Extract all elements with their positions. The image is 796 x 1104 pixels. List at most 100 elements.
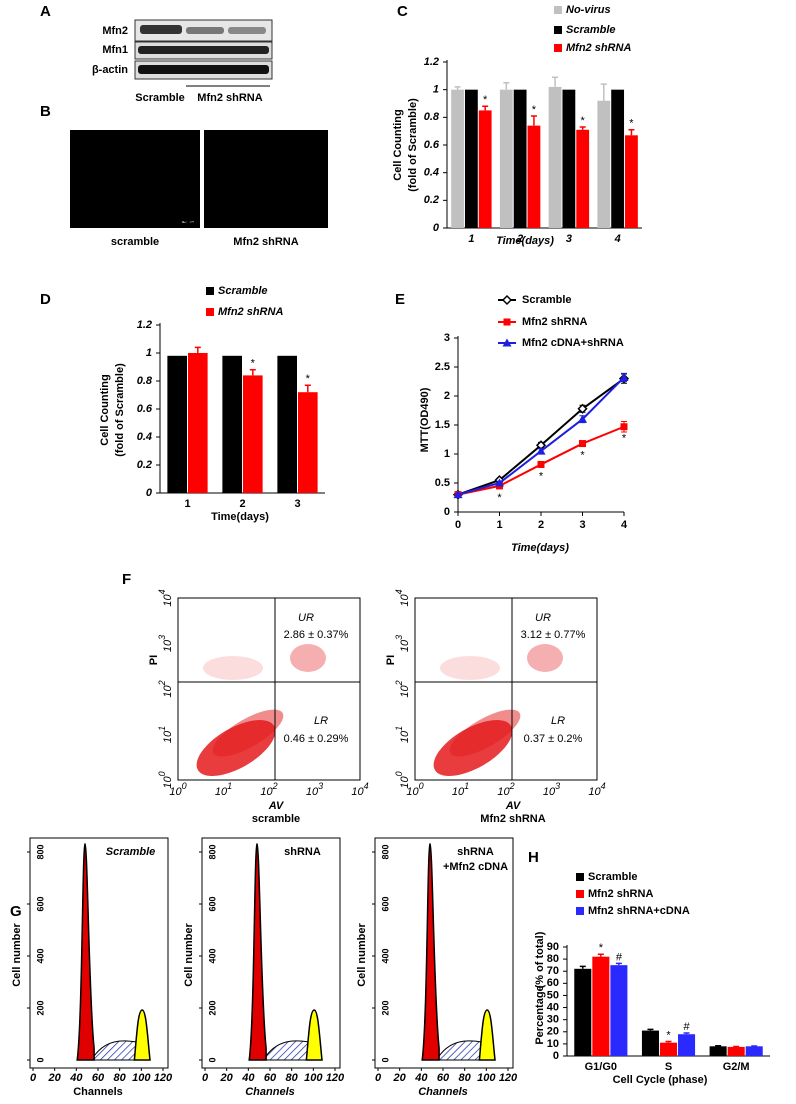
tick-base: 10 [260, 786, 273, 798]
quadrant-value: 0.46 ± 0.29% [284, 733, 349, 745]
tick-exponent: 3 [318, 781, 323, 791]
y-tick-label: 0.4 [424, 167, 439, 179]
legend-swatch [576, 890, 584, 898]
legend-label: Scramble [566, 24, 616, 36]
tick-exponent: 4 [157, 589, 167, 594]
y-axis-label: Cell number [11, 923, 23, 987]
x-tick-label: 104 [588, 781, 605, 798]
quadrant-label: LR [551, 715, 565, 727]
blot-row-label: β-actin [92, 64, 128, 76]
x-tick-label: 40 [414, 1072, 428, 1084]
y-tick-label: 0 [146, 487, 153, 499]
x-tick-label: 120 [499, 1072, 518, 1084]
bar [277, 355, 297, 493]
tick-base: 10 [588, 786, 601, 798]
y-tick-label: 2.5 [435, 361, 450, 373]
tick-exponent: 1 [394, 726, 404, 731]
bar [727, 1046, 745, 1056]
y-tick-label: 102 [394, 680, 411, 697]
y-tick-label: 0 [444, 506, 450, 518]
blot-row-label: Mfn1 [102, 44, 128, 56]
legend-swatch [206, 287, 214, 295]
x-tick-label: 103 [543, 781, 560, 798]
tick-base: 10 [399, 730, 411, 743]
bar [548, 86, 562, 229]
y-tick-label: 0.8 [137, 375, 153, 387]
plot-caption: Mfn2 shRNA [480, 813, 545, 825]
x-tick-label: 2 [239, 498, 245, 510]
legend-label: No-virus [566, 4, 611, 16]
quadrant-label: UR [298, 612, 314, 624]
y-axis-label: PI [385, 655, 397, 665]
error-bar [683, 1032, 690, 1035]
tick-exponent: 1 [157, 726, 167, 731]
legend-swatch [554, 26, 562, 34]
legend-marker [503, 318, 511, 326]
error-bar [600, 83, 607, 101]
x-tick-label: 2 [538, 519, 544, 531]
tick-exponent: 4 [364, 781, 369, 791]
panel-letter: D [40, 291, 51, 308]
tick-base: 10 [162, 594, 174, 607]
legend-label: Mfn2 shRNA [566, 42, 631, 54]
legend-swatch [206, 308, 214, 316]
y-tick-label: 103 [394, 635, 411, 652]
x-tick-label: 0 [455, 519, 461, 531]
error-bar [579, 126, 586, 130]
error-bar [530, 115, 537, 126]
significance-mark: * [581, 115, 586, 127]
x-tick-label: 0 [202, 1072, 209, 1084]
error-bar [249, 369, 256, 376]
point [578, 414, 587, 423]
x-axis-label: Time(days) [496, 235, 554, 247]
legend-label: Mfn2 shRNA+cDNA [588, 905, 690, 917]
legend-swatch [554, 6, 562, 14]
g1-peak [76, 843, 95, 1061]
legend-label: Mfn2 shRNA [588, 888, 653, 900]
bar [610, 965, 628, 1056]
bar [499, 89, 513, 229]
bar [576, 129, 590, 228]
point [577, 403, 588, 414]
western-blot [134, 19, 273, 87]
tick-exponent: 2 [272, 781, 278, 791]
point [579, 440, 586, 448]
quadrant-label: LR [314, 715, 328, 727]
bar [298, 392, 318, 493]
y-axis-label: (fold of Scramble) [114, 363, 126, 457]
y-tick-label: 2 [444, 390, 450, 402]
error-bar [304, 384, 311, 393]
y-tick-label: 100 [157, 771, 174, 788]
cloud [440, 656, 500, 680]
x-tick-label: 80 [459, 1072, 472, 1084]
legend-swatch [576, 907, 584, 915]
x-tick-label: 60 [437, 1072, 450, 1084]
x-tick-label: 101 [452, 781, 469, 798]
tick-base: 10 [399, 594, 411, 607]
y-tick-label: 0.8 [424, 111, 440, 123]
bar [592, 956, 610, 1056]
x-tick-label: 80 [286, 1072, 299, 1084]
tick-exponent: 4 [601, 781, 606, 791]
significance-mark: * [306, 373, 311, 385]
g2-peak [305, 1009, 323, 1061]
bar [513, 89, 527, 229]
image-caption: scramble [111, 236, 159, 248]
tick-base: 10 [169, 786, 182, 798]
error-bar [665, 1040, 672, 1043]
y-tick-label: 0.2 [137, 459, 152, 471]
point [619, 372, 629, 381]
x-tick-label: 4 [614, 233, 621, 245]
legend-swatch [576, 873, 584, 881]
x-tick-label: 3 [566, 233, 572, 245]
bar [243, 375, 263, 493]
y-tick-label: 400 [35, 948, 45, 963]
tick-exponent: 3 [555, 781, 560, 791]
significance-mark: * [622, 433, 627, 445]
scatter-cloud [433, 644, 563, 776]
bar [611, 89, 625, 229]
x-tick-label: 102 [497, 781, 514, 798]
bar [574, 968, 592, 1056]
bar [464, 89, 478, 229]
y-tick-label: 60 [547, 977, 559, 989]
